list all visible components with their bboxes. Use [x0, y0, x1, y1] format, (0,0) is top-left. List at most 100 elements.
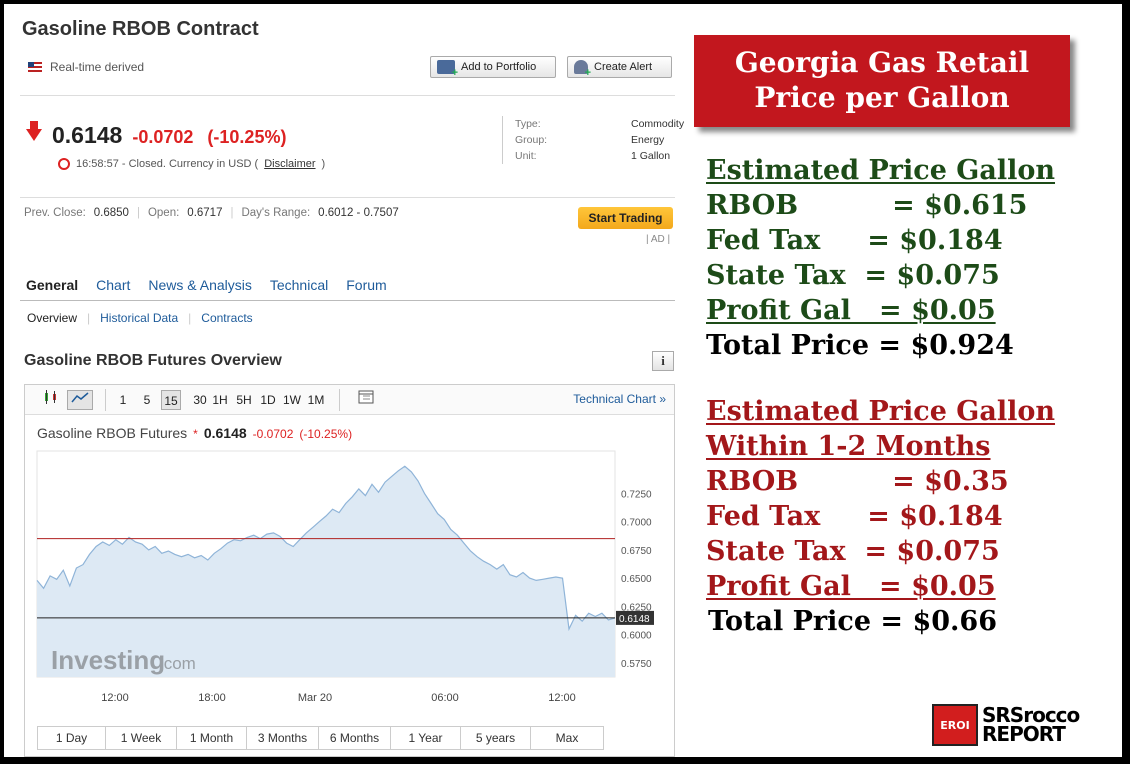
- range-label: Day's Range:: [241, 207, 311, 219]
- price-chart[interactable]: Investing.com 0.7250 0.7000 0.6750 0.6500 0.6…: [25, 447, 674, 722]
- range-1-day-button[interactable]: 1 Day: [38, 727, 106, 749]
- tab-general[interactable]: General: [26, 277, 79, 293]
- type-label: Type:: [515, 118, 541, 130]
- investing-watermark-suffix: .com: [159, 654, 196, 673]
- tab-chart[interactable]: Chart: [96, 277, 131, 293]
- status-text: 16:58:57 - Closed. Currency in USD (: [76, 158, 259, 170]
- interval-1d-button[interactable]: 1D: [260, 393, 276, 407]
- y-tick-label: 0.5750: [621, 659, 652, 670]
- line-chart-icon[interactable]: [67, 390, 93, 410]
- banner-line-2: Price per Gallon: [754, 81, 1010, 114]
- interval-1h-button[interactable]: 1H: [212, 393, 228, 407]
- tab-forum[interactable]: Forum: [346, 277, 387, 293]
- price-change-pct: (-10.25%): [207, 127, 287, 147]
- interval-15-button[interactable]: 15: [161, 390, 181, 410]
- ad-label: | AD |: [646, 234, 671, 245]
- page-title: Gasoline RBOB Contract: [22, 18, 259, 40]
- group-label: Group:: [515, 134, 548, 146]
- estimate-now-heading: Estimated Price Gallon: [706, 155, 1056, 186]
- status-close-paren: ): [321, 158, 326, 170]
- y-tick-label: 0.6250: [621, 602, 652, 613]
- range-6-months-button[interactable]: 6 Months: [319, 727, 391, 749]
- quote-stats: Prev. Close: 0.6850 | Open: 0.6717 | Day's…: [24, 207, 399, 219]
- chart-star-marker: *: [193, 427, 198, 441]
- y-tick-label: 0.6750: [621, 546, 652, 557]
- start-trading-button[interactable]: Start Trading: [578, 207, 673, 229]
- range-max-button[interactable]: Max: [555, 731, 579, 745]
- range-1-month-button[interactable]: 1 Month: [177, 727, 247, 749]
- us-flag-icon: [28, 62, 42, 72]
- subtab-contracts[interactable]: Contracts: [201, 311, 253, 325]
- chart-widget: 1 5 15 30 1H 5H 1D 1W 1M Technical Chart » Gasol…: [24, 384, 675, 757]
- y-tick-label: 0.7250: [621, 489, 652, 500]
- price-area-fill: [37, 466, 615, 677]
- interval-1m-button[interactable]: 1M: [307, 393, 325, 407]
- x-tick-label: 12:00: [548, 692, 576, 704]
- last-price-label: 0.6148: [619, 614, 650, 625]
- range-1-week-button[interactable]: 1 Week: [106, 727, 177, 749]
- georgia-gas-banner: Georgia Gas Retail Price per Gallon: [694, 35, 1070, 127]
- contract-meta: Type: Commodity Group: Energy Unit: 1 Gallo…: [502, 116, 684, 164]
- open-value: 0.6717: [187, 207, 223, 219]
- srsrocco-logo: EROI SRSrocco REPORT: [932, 704, 1080, 746]
- group-value: Energy: [631, 134, 665, 146]
- banner-line-1: Georgia Gas Retail: [734, 46, 1030, 79]
- add-to-portfolio-button[interactable]: Add to Portfolio: [430, 56, 556, 79]
- disclaimer-link[interactable]: Disclaimer: [264, 158, 316, 170]
- range-1-year-button[interactable]: 1 Year: [391, 727, 461, 749]
- sub-tabs: Overview | Historical Data | Contracts: [27, 311, 253, 325]
- interval-5h-button[interactable]: 5H: [236, 393, 252, 407]
- interval-5-button[interactable]: 5: [143, 393, 151, 407]
- estimate-now-total: Total Price = $0.924: [706, 330, 1014, 361]
- realtime-label: Real-time derived: [50, 60, 145, 74]
- x-tick-label: 12:00: [101, 692, 129, 704]
- clock-icon: [58, 158, 70, 170]
- down-arrow-icon: [26, 121, 42, 141]
- subtab-historical-data[interactable]: Historical Data: [100, 311, 179, 325]
- y-tick-label: 0.6500: [621, 574, 652, 585]
- interval-1-button[interactable]: 1: [119, 393, 127, 407]
- chart-last-price: 0.6148: [203, 425, 247, 441]
- chart-change-pct: (-10.25%): [299, 427, 353, 441]
- estimate-future-state-tax: State Tax = $0.075: [706, 536, 1000, 567]
- divider: [20, 197, 675, 198]
- last-price: 0.6148: [52, 122, 123, 148]
- calendar-icon[interactable]: [355, 390, 377, 410]
- interval-30-button[interactable]: 30: [193, 393, 207, 407]
- range-3-months-button[interactable]: 3 Months: [247, 727, 319, 749]
- tab-technical[interactable]: Technical: [269, 277, 329, 293]
- range-5-years-button[interactable]: 5 years: [461, 727, 531, 749]
- prev-close-label: Prev. Close:: [24, 207, 86, 219]
- chart-change: -0.0702: [252, 427, 294, 441]
- price-series-line: [36, 465, 616, 632]
- investing-watermark: Investing: [51, 645, 165, 675]
- estimate-future-heading: Estimated Price Gallon: [706, 396, 1056, 427]
- screenshot-frame: Gasoline RBOB Contract Real-time derived…: [4, 4, 1122, 757]
- interval-1w-button[interactable]: 1W: [283, 393, 301, 407]
- x-tick-label: Mar 20: [298, 692, 332, 704]
- realtime-indicator: Real-time derived: [28, 60, 144, 74]
- technical-chart-link[interactable]: Technical Chart »: [573, 392, 666, 406]
- estimate-future-fed-tax: Fed Tax = $0.184: [706, 501, 1003, 532]
- estimate-now-profit: Profit Gal = $0.05: [706, 295, 996, 326]
- info-button[interactable]: i: [652, 351, 674, 371]
- price-change: -0.0702: [132, 127, 194, 147]
- market-status: 16:58:57 - Closed. Currency in USD ( Dis…: [58, 158, 325, 170]
- tab-underline: [20, 300, 675, 301]
- subtab-overview[interactable]: Overview: [27, 311, 78, 325]
- y-tick-label: 0.7000: [621, 518, 652, 529]
- quote-row: 0.6148 -0.0702 (-10.25%): [26, 121, 287, 149]
- logo-text: SRSrocco REPORT: [982, 705, 1080, 744]
- create-alert-button[interactable]: Create Alert: [567, 56, 672, 79]
- chart-toolbar: 1 5 15 30 1H 5H 1D 1W 1M Technical Chart »: [25, 385, 674, 415]
- create-alert-label: Create Alert: [594, 61, 653, 73]
- overview-title: Gasoline RBOB Futures Overview: [24, 352, 282, 369]
- bell-icon: [574, 60, 591, 79]
- range-selector: 1 Day 1 Week 1 Month 3 Months 6 Months 1 Year…: [37, 726, 604, 750]
- open-label: Open:: [147, 207, 180, 219]
- tab-news-analysis[interactable]: News & Analysis: [148, 277, 252, 293]
- chart-instrument-name: Gasoline RBOB Futures: [37, 425, 188, 441]
- y-tick-label: 0.6000: [621, 631, 652, 642]
- type-value: Commodity: [631, 118, 685, 130]
- candlestick-icon[interactable]: [39, 390, 63, 410]
